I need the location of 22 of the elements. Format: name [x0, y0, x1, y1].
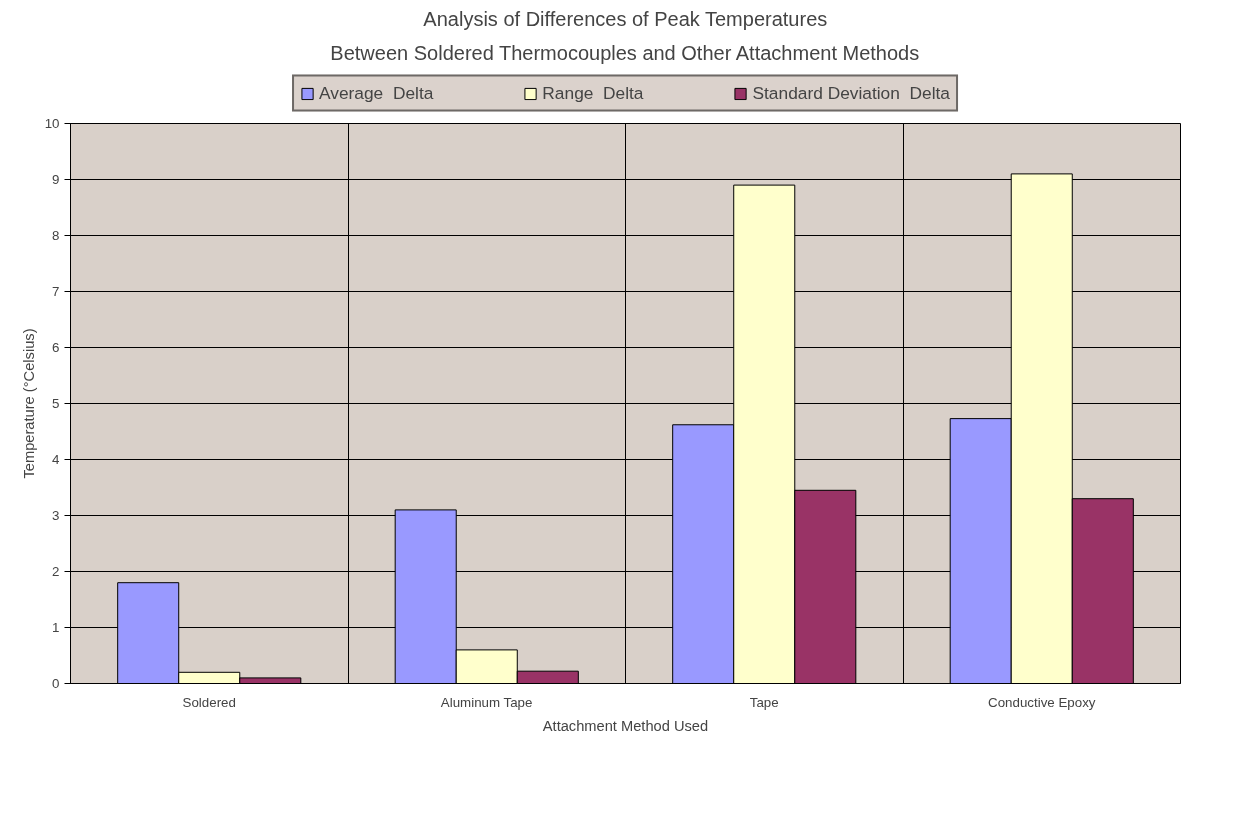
y-tick-label: 7: [52, 284, 60, 299]
chart-subtitle: Between Soldered Thermocouples and Other Attachment Methods: [330, 41, 920, 64]
y-tick-label: 0: [52, 676, 60, 691]
y-axis-title: Temperature (°Celsius): [20, 328, 37, 479]
chart-title: Analysis of Differences of Peak Temperatures: [423, 7, 828, 30]
x-tick-label: Soldered: [182, 694, 236, 710]
y-tick-label: 6: [52, 340, 60, 355]
legend-label: Standard Deviation Delta: [752, 82, 950, 104]
legend-label: Average Delta: [319, 82, 434, 104]
y-tick-label: 5: [52, 396, 60, 411]
y-tick-label: 9: [52, 172, 60, 187]
y-tick-label: 3: [52, 508, 60, 523]
y-tick-label: 4: [52, 452, 61, 467]
y-tick-label: 10: [44, 116, 60, 131]
x-axis-title: Attachment Method Used: [542, 717, 709, 734]
x-tick-label: Conductive Epoxy: [988, 694, 1096, 710]
y-tick-label: 1: [52, 620, 60, 635]
y-tick-label: 2: [52, 564, 60, 579]
y-tick-label: 8: [52, 228, 60, 243]
legend-label: Range Delta: [542, 82, 644, 104]
x-tick-label: Aluminum Tape: [440, 694, 533, 710]
x-tick-label: Tape: [749, 694, 779, 710]
